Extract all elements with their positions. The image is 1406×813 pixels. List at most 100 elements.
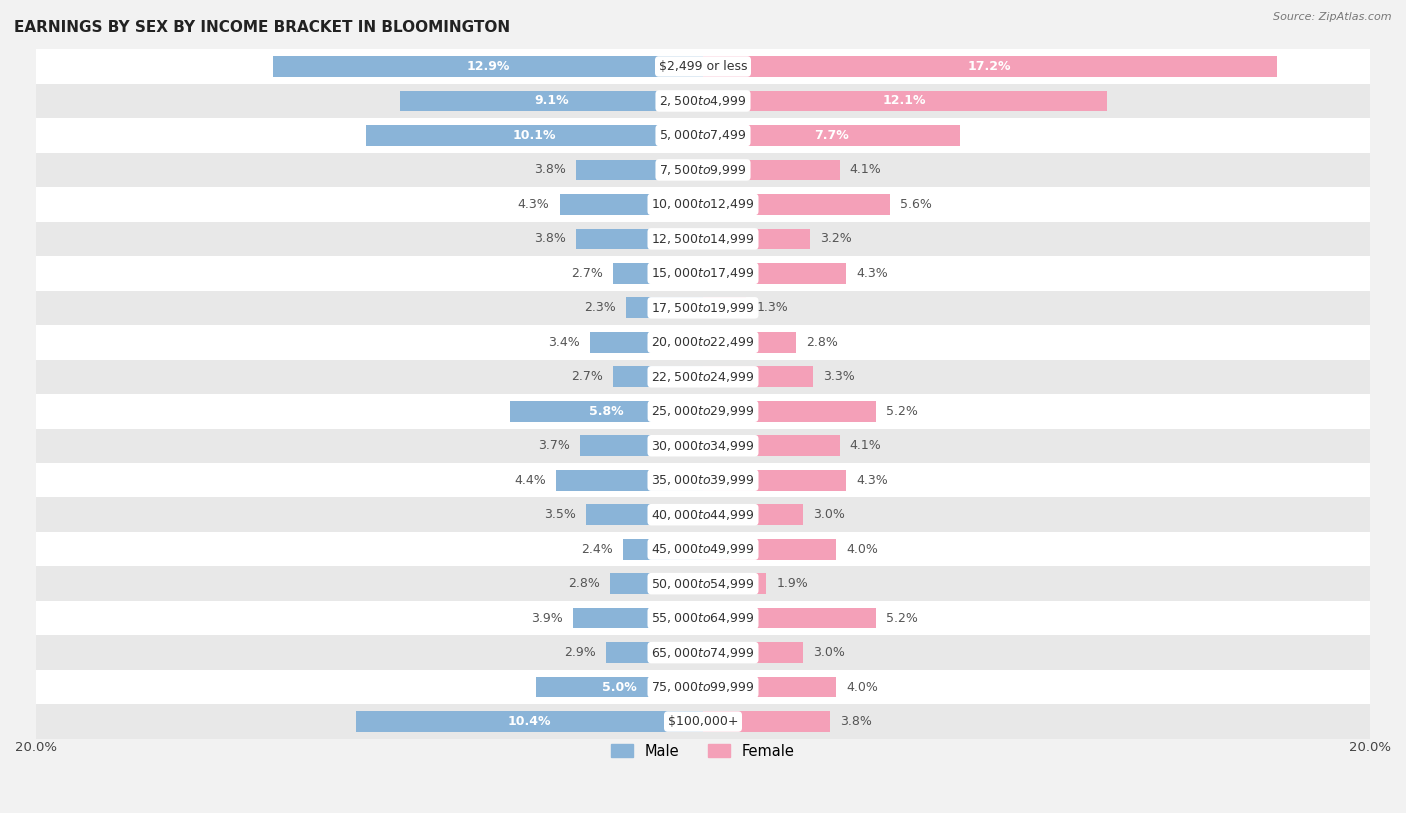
Text: 12.9%: 12.9%: [467, 60, 509, 73]
Bar: [37, 187, 1369, 222]
Bar: [703, 159, 839, 180]
Bar: [37, 325, 1369, 359]
Bar: [703, 436, 839, 456]
Text: $15,000 to $17,499: $15,000 to $17,499: [651, 267, 755, 280]
Bar: [626, 298, 703, 318]
Bar: [703, 573, 766, 594]
Text: 5.8%: 5.8%: [589, 405, 624, 418]
Text: $75,000 to $99,999: $75,000 to $99,999: [651, 680, 755, 694]
Bar: [703, 539, 837, 559]
Bar: [703, 332, 796, 353]
Text: 2.3%: 2.3%: [585, 302, 616, 315]
Text: 1.9%: 1.9%: [776, 577, 808, 590]
Bar: [37, 153, 1369, 187]
Text: 5.2%: 5.2%: [886, 405, 918, 418]
Bar: [703, 642, 803, 663]
Bar: [613, 367, 703, 387]
Text: 2.4%: 2.4%: [581, 543, 613, 555]
Text: $7,500 to $9,999: $7,500 to $9,999: [659, 163, 747, 177]
Bar: [703, 228, 810, 250]
Text: 3.8%: 3.8%: [534, 163, 567, 176]
Text: $65,000 to $74,999: $65,000 to $74,999: [651, 646, 755, 659]
Bar: [37, 428, 1369, 463]
Text: 2.7%: 2.7%: [571, 370, 603, 383]
Text: 3.5%: 3.5%: [544, 508, 576, 521]
Text: 7.7%: 7.7%: [814, 129, 849, 142]
Text: $5,000 to $7,499: $5,000 to $7,499: [659, 128, 747, 142]
Bar: [37, 359, 1369, 394]
Bar: [576, 159, 703, 180]
Text: 1.3%: 1.3%: [756, 302, 789, 315]
Bar: [37, 704, 1369, 739]
Bar: [586, 504, 703, 525]
Text: 2.9%: 2.9%: [565, 646, 596, 659]
Bar: [356, 711, 703, 732]
Legend: Male, Female: Male, Female: [606, 737, 800, 764]
Bar: [37, 636, 1369, 670]
Text: $100,000+: $100,000+: [668, 715, 738, 728]
Bar: [399, 90, 703, 111]
Bar: [37, 463, 1369, 498]
Bar: [613, 263, 703, 284]
Bar: [703, 608, 876, 628]
Bar: [509, 401, 703, 422]
Text: 20.0%: 20.0%: [1348, 741, 1391, 754]
Bar: [703, 676, 837, 698]
Text: $22,500 to $24,999: $22,500 to $24,999: [651, 370, 755, 384]
Text: 3.4%: 3.4%: [548, 336, 579, 349]
Text: 3.0%: 3.0%: [813, 508, 845, 521]
Text: 5.2%: 5.2%: [886, 611, 918, 624]
Bar: [37, 601, 1369, 636]
Bar: [589, 332, 703, 353]
Text: 17.2%: 17.2%: [969, 60, 1011, 73]
Text: 5.6%: 5.6%: [900, 198, 932, 211]
Text: Source: ZipAtlas.com: Source: ZipAtlas.com: [1274, 12, 1392, 22]
Bar: [37, 84, 1369, 118]
Text: $50,000 to $54,999: $50,000 to $54,999: [651, 576, 755, 591]
Bar: [703, 56, 1277, 76]
Text: 3.8%: 3.8%: [839, 715, 872, 728]
Bar: [37, 222, 1369, 256]
Bar: [366, 125, 703, 146]
Bar: [37, 567, 1369, 601]
Text: $17,500 to $19,999: $17,500 to $19,999: [651, 301, 755, 315]
Text: 4.0%: 4.0%: [846, 543, 879, 555]
Bar: [576, 228, 703, 250]
Bar: [37, 256, 1369, 290]
Text: 3.2%: 3.2%: [820, 233, 852, 246]
Bar: [536, 676, 703, 698]
Text: 3.3%: 3.3%: [823, 370, 855, 383]
Bar: [703, 504, 803, 525]
Text: $10,000 to $12,499: $10,000 to $12,499: [651, 198, 755, 211]
Text: $55,000 to $64,999: $55,000 to $64,999: [651, 611, 755, 625]
Bar: [560, 194, 703, 215]
Bar: [557, 470, 703, 490]
Bar: [37, 532, 1369, 567]
Text: 3.9%: 3.9%: [531, 611, 562, 624]
Bar: [273, 56, 703, 76]
Text: $45,000 to $49,999: $45,000 to $49,999: [651, 542, 755, 556]
Bar: [606, 642, 703, 663]
Text: EARNINGS BY SEX BY INCOME BRACKET IN BLOOMINGTON: EARNINGS BY SEX BY INCOME BRACKET IN BLO…: [14, 20, 510, 35]
Bar: [703, 194, 890, 215]
Bar: [703, 401, 876, 422]
Text: $40,000 to $44,999: $40,000 to $44,999: [651, 507, 755, 522]
Bar: [37, 394, 1369, 428]
Bar: [610, 573, 703, 594]
Text: $25,000 to $29,999: $25,000 to $29,999: [651, 404, 755, 418]
Text: 3.7%: 3.7%: [537, 439, 569, 452]
Bar: [703, 367, 813, 387]
Bar: [37, 290, 1369, 325]
Text: 3.0%: 3.0%: [813, 646, 845, 659]
Bar: [703, 263, 846, 284]
Text: 20.0%: 20.0%: [15, 741, 58, 754]
Text: 2.8%: 2.8%: [807, 336, 838, 349]
Text: $2,499 or less: $2,499 or less: [659, 60, 747, 73]
Bar: [37, 670, 1369, 704]
Text: 4.3%: 4.3%: [517, 198, 550, 211]
Text: $12,500 to $14,999: $12,500 to $14,999: [651, 232, 755, 246]
Bar: [37, 50, 1369, 84]
Bar: [703, 711, 830, 732]
Text: 4.4%: 4.4%: [515, 474, 547, 487]
Text: 10.1%: 10.1%: [513, 129, 557, 142]
